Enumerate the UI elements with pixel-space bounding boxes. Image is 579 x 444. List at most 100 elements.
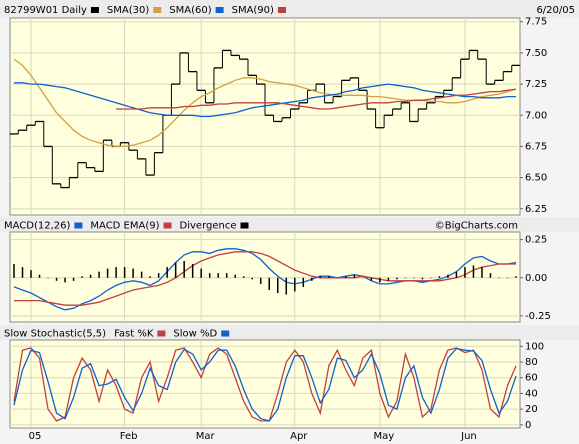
plot-area	[9, 339, 521, 429]
legend-swatch	[163, 222, 172, 229]
divergence-bar	[285, 277, 288, 295]
divergence-bar	[21, 267, 24, 278]
x-tick-label: Jun	[460, 431, 477, 442]
header-band	[0, 217, 579, 232]
divergence-bar	[89, 274, 92, 278]
series-line	[13, 347, 517, 422]
divergence-bar	[336, 277, 339, 279]
legend-swatch	[157, 330, 166, 337]
divergence-bar	[106, 268, 109, 278]
y-tick-label: 7.00	[525, 110, 547, 121]
divergence-bar	[149, 276, 151, 278]
date-label: 6/20/05	[536, 5, 575, 16]
divergence-bar	[140, 271, 143, 278]
y-tick-label: 60	[525, 373, 538, 384]
y-tick-label: 20	[525, 404, 538, 415]
divergence-bar	[217, 273, 219, 278]
divergence-bar	[242, 276, 245, 278]
y-tick-label: 7.25	[525, 79, 547, 90]
divergence-bar	[345, 276, 347, 278]
y-tick-label: 0.00	[525, 273, 547, 284]
divergence-bar	[404, 277, 407, 279]
divergence-bar	[506, 277, 509, 279]
divergence-bar	[234, 274, 236, 278]
divergence-bar	[208, 273, 211, 278]
divergence-bar	[489, 273, 492, 278]
divergence-bar	[98, 271, 100, 278]
x-tick-label: 05	[29, 431, 42, 442]
header-band	[0, 325, 579, 340]
divergence-bar	[277, 277, 279, 294]
divergence-bar	[515, 276, 517, 278]
panel-title: Slow Stochastic(5,5)	[4, 329, 106, 340]
divergence-bar	[370, 277, 373, 281]
divergence-bar	[430, 277, 432, 279]
series-line	[13, 58, 517, 148]
legend-label: SMA(60)	[169, 5, 211, 16]
legend-label: Slow %D	[173, 329, 217, 340]
divergence-bar	[225, 273, 228, 278]
y-tick-label: 7.75	[525, 17, 547, 28]
legend-label: 82799W01 Daily	[4, 5, 87, 16]
divergence-bar	[396, 277, 398, 280]
header-band	[0, 0, 579, 18]
y-tick-label: 100	[525, 341, 544, 352]
x-tick-label: Apr	[290, 431, 308, 442]
legend-label: SMA(30)	[107, 5, 149, 16]
divergence-bar	[200, 268, 202, 278]
legend-swatch	[240, 222, 249, 229]
y-tick-label: 0.25	[525, 235, 547, 246]
series-line	[13, 347, 517, 422]
divergence-bar	[123, 267, 126, 278]
divergence-bar	[259, 277, 262, 284]
divergence-bar	[55, 277, 58, 281]
divergence-bar	[379, 277, 381, 283]
divergence-bar	[455, 271, 458, 278]
divergence-bar	[498, 277, 500, 279]
annotation: ©BigCharts.com	[435, 221, 518, 232]
divergence-bar	[38, 274, 41, 278]
y-tick-label: 6.50	[525, 173, 547, 184]
divergence-bar	[472, 265, 475, 278]
divergence-bar	[268, 277, 271, 290]
legend-swatch	[153, 7, 162, 13]
legend-swatch	[277, 7, 286, 13]
y-tick-label: 7.50	[525, 48, 547, 59]
divergence-bar	[191, 264, 194, 278]
divergence-bar	[311, 277, 313, 281]
divergence-bar	[13, 264, 15, 278]
legend-label: MACD EMA(9)	[90, 221, 159, 232]
divergence-bar	[183, 260, 185, 278]
legend-label: Fast %K	[114, 329, 154, 340]
y-tick-label: -0.25	[525, 311, 551, 322]
legend-swatch	[221, 330, 230, 337]
y-tick-label: 0	[525, 420, 531, 431]
divergence-bar	[294, 277, 296, 292]
divergence-bar	[30, 270, 32, 278]
divergence-bar	[157, 273, 160, 278]
x-tick-label: Mar	[196, 431, 216, 442]
divergence-bar	[251, 277, 253, 280]
divergence-bar	[421, 277, 424, 280]
y-tick-label: 80	[525, 357, 538, 368]
y-tick-label: 40	[525, 388, 538, 399]
divergence-bar	[413, 277, 415, 279]
divergence-bar	[115, 267, 117, 278]
x-tick-label: Feb	[120, 431, 138, 442]
series-line	[14, 82, 516, 118]
divergence-bar	[464, 267, 466, 278]
legend-label: Divergence	[180, 221, 237, 232]
divergence-bar	[319, 276, 322, 278]
series-line	[116, 88, 517, 110]
divergence-bar	[47, 277, 49, 279]
divergence-bar	[166, 267, 168, 278]
y-tick-label: 6.75	[525, 141, 547, 152]
divergence-bar	[302, 277, 305, 287]
y-tick-label: 6.25	[525, 204, 547, 215]
legend-swatch	[74, 222, 83, 229]
divergence-bar	[481, 267, 483, 278]
legend-swatch	[215, 7, 224, 13]
divergence-bar	[353, 274, 356, 278]
divergence-bar	[64, 277, 66, 283]
